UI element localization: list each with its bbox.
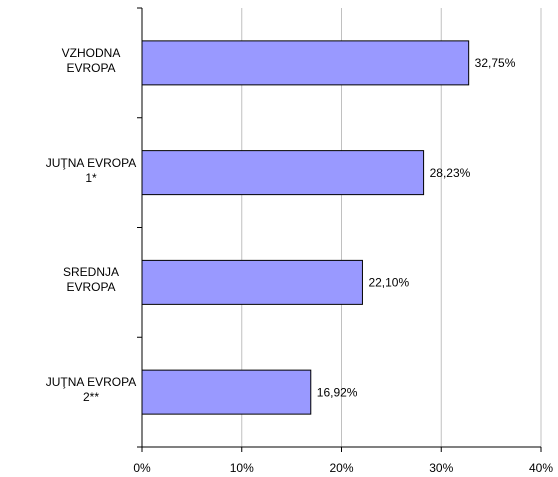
value-label: 28,23% xyxy=(430,166,471,180)
value-label: 16,92% xyxy=(317,385,358,399)
y-tick-label: VZHODNA EVROPA xyxy=(61,45,121,75)
y-tick-label: JUŢNA EVROPA 1* xyxy=(45,155,137,185)
x-tick-label: 10% xyxy=(230,461,254,475)
bar xyxy=(141,150,425,196)
y-tick-label: JUŢNA EVROPA 2** xyxy=(45,375,137,405)
x-tick-label: 0% xyxy=(133,461,151,475)
value-label: 22,10% xyxy=(368,276,409,290)
bar xyxy=(141,40,470,86)
value-label: 32,75% xyxy=(475,56,516,70)
x-tick-label: 20% xyxy=(329,461,353,475)
bar xyxy=(141,369,312,415)
bar xyxy=(141,259,363,305)
x-tick-label: 40% xyxy=(529,461,553,475)
x-tick-label: 30% xyxy=(429,461,453,475)
y-tick-label: SREDNJA EVROPA xyxy=(62,265,119,295)
